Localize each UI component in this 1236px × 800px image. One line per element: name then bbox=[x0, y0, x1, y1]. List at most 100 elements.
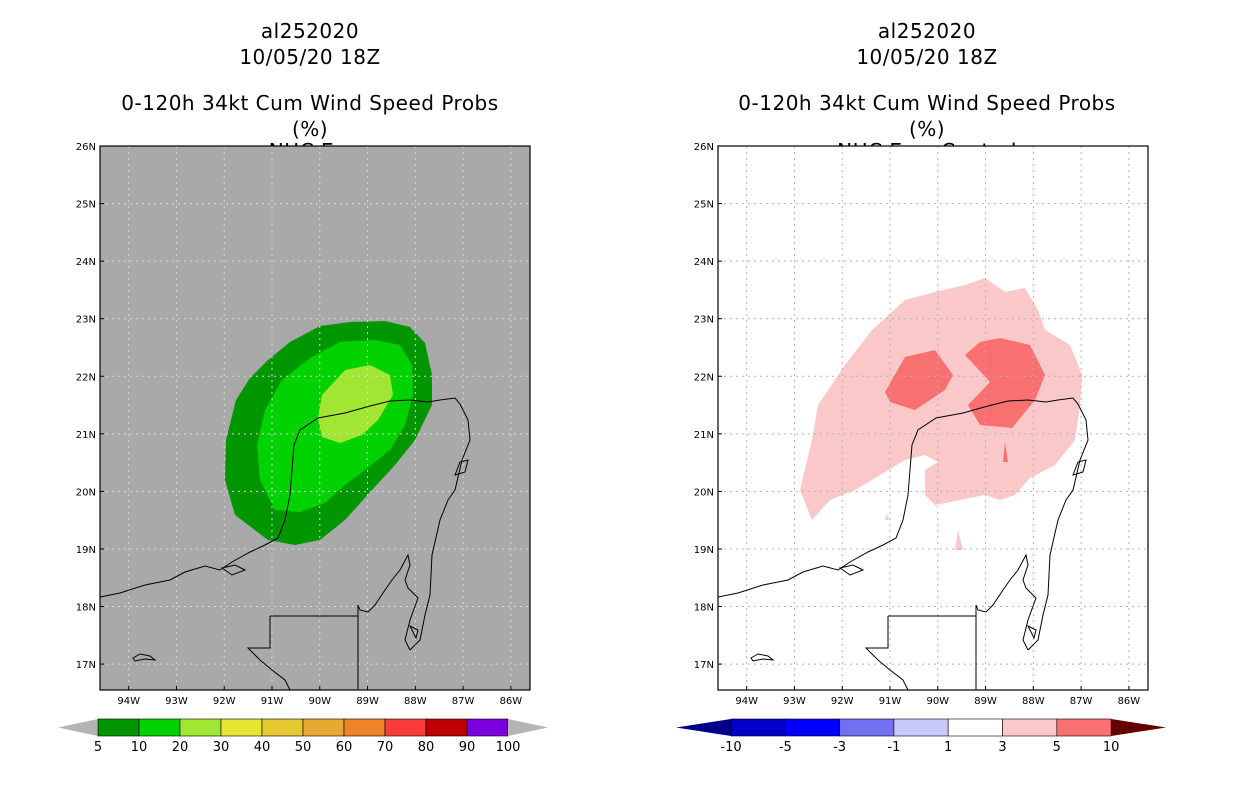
x-tick-label: 91W bbox=[879, 696, 902, 707]
colorbar-swatch bbox=[466, 718, 509, 737]
coastline bbox=[100, 397, 471, 651]
y-tick-label: 22N bbox=[76, 372, 96, 383]
contour-1-3-dot bbox=[885, 514, 889, 520]
colorbar-label: 20 bbox=[172, 740, 189, 755]
x-tick-label: 86W bbox=[1118, 696, 1141, 707]
colorbar-label: 60 bbox=[336, 740, 353, 755]
coastline bbox=[750, 653, 775, 662]
y-tick-label: 21N bbox=[76, 430, 96, 441]
x-tick-label: 94W bbox=[735, 696, 758, 707]
y-tick-label: 20N bbox=[76, 487, 96, 498]
colorbar-label: 100 bbox=[496, 740, 521, 755]
left-chart-title: 0-120h 34kt Cum Wind Speed Probs (%) bbox=[121, 91, 499, 141]
left-gridlines bbox=[100, 146, 530, 690]
y-tick-label: 26N bbox=[694, 142, 714, 153]
coastline bbox=[408, 624, 419, 640]
x-tick-label: 91W bbox=[261, 696, 284, 707]
colorbar-end-left bbox=[58, 719, 98, 736]
x-tick-label: 86W bbox=[500, 696, 523, 707]
colorbar-swatch bbox=[425, 718, 468, 737]
left-date: 10/05/20 18Z bbox=[239, 45, 381, 69]
colorbar-label: -5 bbox=[779, 740, 792, 755]
x-tick-label: 90W bbox=[926, 696, 949, 707]
x-tick-label: 89W bbox=[356, 696, 379, 707]
x-tick-label: 93W bbox=[165, 696, 188, 707]
right-map-frame bbox=[717, 145, 1149, 691]
colorbar-swatch bbox=[261, 718, 304, 737]
coastline bbox=[718, 397, 1089, 651]
y-tick-label: 22N bbox=[694, 372, 714, 383]
x-tick-label: 90W bbox=[308, 696, 331, 707]
colorbar-end-right bbox=[1111, 719, 1167, 736]
colorbar-swatch bbox=[784, 718, 840, 737]
y-tick-label: 23N bbox=[76, 315, 96, 326]
right-storm-id: al252020 bbox=[877, 19, 977, 43]
y-tick-label: 19N bbox=[76, 545, 96, 556]
colorbar-swatch bbox=[384, 718, 427, 737]
coastline bbox=[132, 653, 157, 662]
contour-1-3-island bbox=[955, 530, 963, 550]
colorbar-label: -1 bbox=[887, 740, 900, 755]
x-tick-label: 89W bbox=[974, 696, 997, 707]
coastline bbox=[864, 616, 909, 690]
coastline-group bbox=[718, 397, 1089, 690]
coastline bbox=[357, 553, 419, 651]
x-tick-label: 88W bbox=[404, 696, 427, 707]
colorbar-label: 3 bbox=[998, 740, 1006, 755]
x-tick-label: 87W bbox=[1070, 696, 1093, 707]
colorbar-swatch bbox=[947, 718, 1003, 737]
colorbar-swatch bbox=[839, 718, 895, 737]
y-tick-label: 26N bbox=[76, 142, 96, 153]
colorbar-label: 40 bbox=[254, 740, 271, 755]
right-panel: 94W 93W 92W 91W 90W 89W 88W 87W 86W 17N 18N 19N 20N 2… bbox=[676, 142, 1167, 755]
contour-3-5-east bbox=[965, 338, 1045, 428]
left-map-frame bbox=[99, 145, 531, 691]
colorbar-swatch bbox=[138, 718, 181, 737]
colorbar-swatch bbox=[1002, 718, 1058, 737]
coastline bbox=[454, 459, 469, 476]
contour-3-5-sliver bbox=[1003, 442, 1008, 462]
left-storm-id: al252020 bbox=[260, 19, 360, 43]
colorbar-label: 10 bbox=[1103, 740, 1120, 755]
contour-3-5-west bbox=[885, 350, 953, 410]
coastline-group bbox=[100, 397, 471, 690]
y-tick-label: 18N bbox=[76, 603, 96, 614]
right-coastline bbox=[718, 397, 1089, 690]
right-date: 10/05/20 18Z bbox=[856, 45, 998, 69]
colorbar-label: 5 bbox=[94, 740, 102, 755]
y-tick-label: 25N bbox=[694, 200, 714, 211]
contour-1-3 bbox=[800, 278, 1082, 520]
left-colorbar: 5 10 20 30 40 50 60 70 80 90 100 bbox=[58, 718, 548, 755]
colorbar-label: 5 bbox=[1053, 740, 1061, 755]
contour-20-30 bbox=[318, 365, 393, 443]
colorbar-swatch bbox=[97, 718, 140, 737]
left-coastline bbox=[100, 397, 471, 690]
coastline bbox=[220, 564, 247, 576]
right-axes: 94W 93W 92W 91W 90W 89W 88W 87W 86W 17N 18N 19N 20N 2… bbox=[694, 142, 1141, 707]
colorbar-end-left bbox=[676, 719, 731, 736]
colorbar-label: 1 bbox=[944, 740, 952, 755]
colorbar-label: 70 bbox=[377, 740, 394, 755]
y-tick-label: 24N bbox=[694, 257, 714, 268]
y-tick-label: 21N bbox=[694, 430, 714, 441]
x-tick-label: 87W bbox=[452, 696, 475, 707]
x-tick-label: 92W bbox=[831, 696, 854, 707]
y-tick-label: 23N bbox=[694, 315, 714, 326]
right-chart-title: 0-120h 34kt Cum Wind Speed Probs (%) bbox=[738, 91, 1116, 141]
colorbar-swatch bbox=[179, 718, 222, 737]
colorbar-label: 30 bbox=[213, 740, 230, 755]
coastline bbox=[246, 616, 291, 690]
colorbar-swatch bbox=[730, 718, 786, 737]
coastline bbox=[1072, 459, 1087, 476]
colorbar-label: -10 bbox=[720, 740, 741, 755]
y-tick-label: 17N bbox=[694, 660, 714, 671]
colorbar-swatch bbox=[220, 718, 263, 737]
y-tick-label: 17N bbox=[76, 660, 96, 671]
colorbar-label: 10 bbox=[131, 740, 148, 755]
coastline bbox=[975, 553, 1037, 651]
colorbar-swatch bbox=[1056, 718, 1112, 737]
y-tick-label: 24N bbox=[76, 257, 96, 268]
y-tick-label: 20N bbox=[694, 487, 714, 498]
colorbar-label: -3 bbox=[833, 740, 846, 755]
